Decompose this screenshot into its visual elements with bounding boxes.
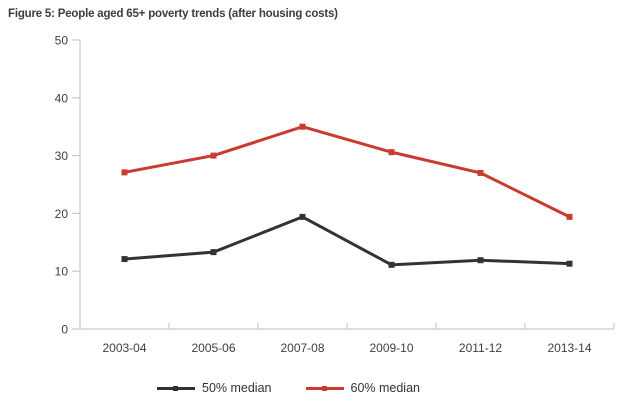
x-axis-category-label: 2013-14 bbox=[547, 341, 591, 355]
legend-label-50-median: 50% median bbox=[202, 381, 272, 395]
series-marker-0 bbox=[299, 213, 306, 220]
y-axis-tick-label: 50 bbox=[55, 34, 69, 48]
y-axis-tick-label: 20 bbox=[55, 207, 69, 221]
legend-marker-50-median bbox=[173, 385, 178, 391]
legend-label-60-median: 60% median bbox=[350, 381, 421, 395]
series-marker-1 bbox=[388, 149, 395, 156]
series-line-1 bbox=[124, 125, 571, 219]
x-axis-category-label: 2007-08 bbox=[280, 341, 324, 355]
series-marker-0 bbox=[210, 249, 217, 256]
series-marker-1 bbox=[121, 169, 128, 176]
series-line-0 bbox=[124, 215, 570, 267]
series-marker-1 bbox=[566, 213, 573, 220]
series-marker-0 bbox=[477, 257, 484, 264]
y-axis-tick-label: 0 bbox=[61, 323, 68, 337]
legend-item-50-median: 50% median bbox=[157, 381, 272, 395]
series-marker-0 bbox=[566, 260, 573, 267]
x-axis-category-label: 2005-06 bbox=[191, 341, 235, 355]
chart-title: Figure 5: People aged 65+ poverty trends… bbox=[8, 8, 338, 20]
legend-line-sample-60-median bbox=[305, 384, 344, 393]
legend-line-sample-50-median bbox=[157, 384, 195, 393]
series-marker-1 bbox=[477, 169, 484, 176]
series-marker-0 bbox=[121, 256, 128, 263]
y-axis-tick-label: 10 bbox=[55, 265, 69, 279]
y-axis-tick-label: 30 bbox=[55, 149, 69, 163]
legend-item-60-median: 60% median bbox=[305, 381, 421, 395]
y-axis-tick-label: 40 bbox=[55, 91, 69, 105]
x-axis-category-label: 2003-04 bbox=[102, 341, 146, 355]
x-axis-category-label: 2009-10 bbox=[369, 341, 413, 355]
series-marker-1 bbox=[299, 123, 306, 130]
x-axis-category-label: 2011-12 bbox=[459, 341, 502, 355]
series-marker-1 bbox=[210, 152, 217, 159]
series-marker-0 bbox=[388, 261, 395, 268]
legend-marker-60-median bbox=[321, 385, 327, 391]
poverty-trends-line-chart: 0 10 20 30 40 50 2003-04 2005-06 2007-08 2009-10 2… bbox=[55, 34, 615, 355]
chart-legend: 50% median 60% median bbox=[0, 381, 602, 395]
